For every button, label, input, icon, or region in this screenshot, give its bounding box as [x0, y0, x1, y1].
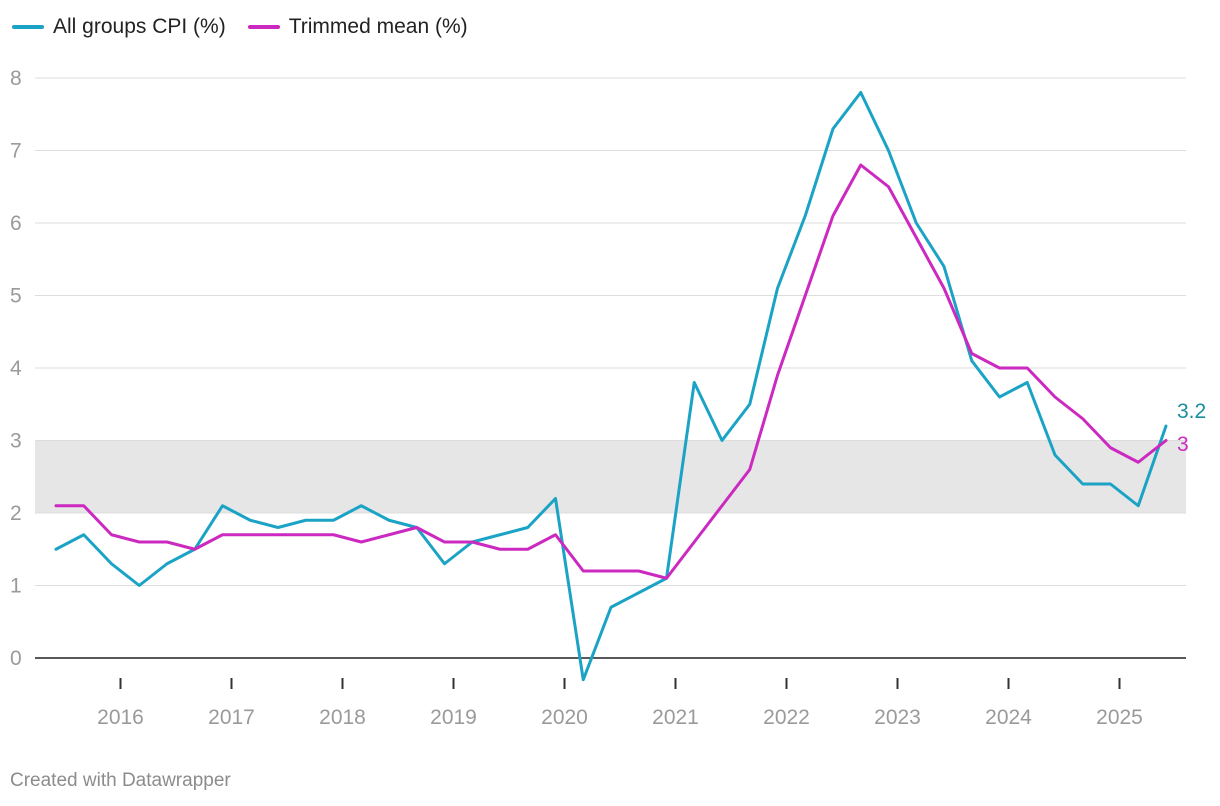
y-tick-label-1: 1: [10, 575, 22, 598]
series-line-trimmed-mean: [54, 163, 1168, 580]
x-tick-label-2020: 2020: [541, 706, 588, 729]
x-tick-label-2021: 2021: [652, 706, 699, 729]
y-tick-label-5: 5: [10, 285, 22, 308]
chart-legend: All groups CPI (%) Trimmed mean (%): [12, 12, 468, 42]
legend-label-trimmed-mean: Trimmed mean (%): [288, 15, 468, 38]
legend-swatch-trimmed-mean: [247, 25, 280, 29]
legend-item-all-groups-cpi: All groups CPI (%): [12, 15, 226, 39]
legend-swatch-all-groups-cpi: [12, 25, 44, 29]
x-tick-label-2024: 2024: [985, 706, 1032, 729]
end-label-trimmed-mean: 3: [1177, 433, 1189, 456]
x-tick-label-2023: 2023: [874, 706, 921, 729]
legend-label-all-groups-cpi: All groups CPI (%): [53, 15, 226, 38]
x-tick-label-2016: 2016: [97, 706, 144, 729]
series-line-all-groups-cpi: [54, 91, 1168, 682]
x-tick-label-2017: 2017: [208, 706, 255, 729]
x-tick-label-2019: 2019: [430, 706, 477, 729]
datawrapper-credit: Created with Datawrapper: [10, 770, 231, 791]
y-tick-label-6: 6: [10, 212, 22, 235]
x-tick-label-2018: 2018: [319, 706, 366, 729]
end-label-all-groups-cpi: 3.2: [1177, 400, 1206, 423]
x-tick-label-2025: 2025: [1096, 706, 1143, 729]
y-tick-label-8: 8: [10, 67, 22, 90]
y-tick-label-4: 4: [10, 357, 22, 380]
x-tick-label-2022: 2022: [763, 706, 810, 729]
legend-item-trimmed-mean: Trimmed mean (%): [247, 15, 468, 39]
y-tick-label-0: 0: [10, 647, 22, 670]
y-tick-label-3: 3: [10, 430, 22, 453]
y-tick-label-7: 7: [10, 140, 22, 163]
y-tick-label-2: 2: [10, 502, 22, 525]
target-band: [35, 440, 1186, 513]
